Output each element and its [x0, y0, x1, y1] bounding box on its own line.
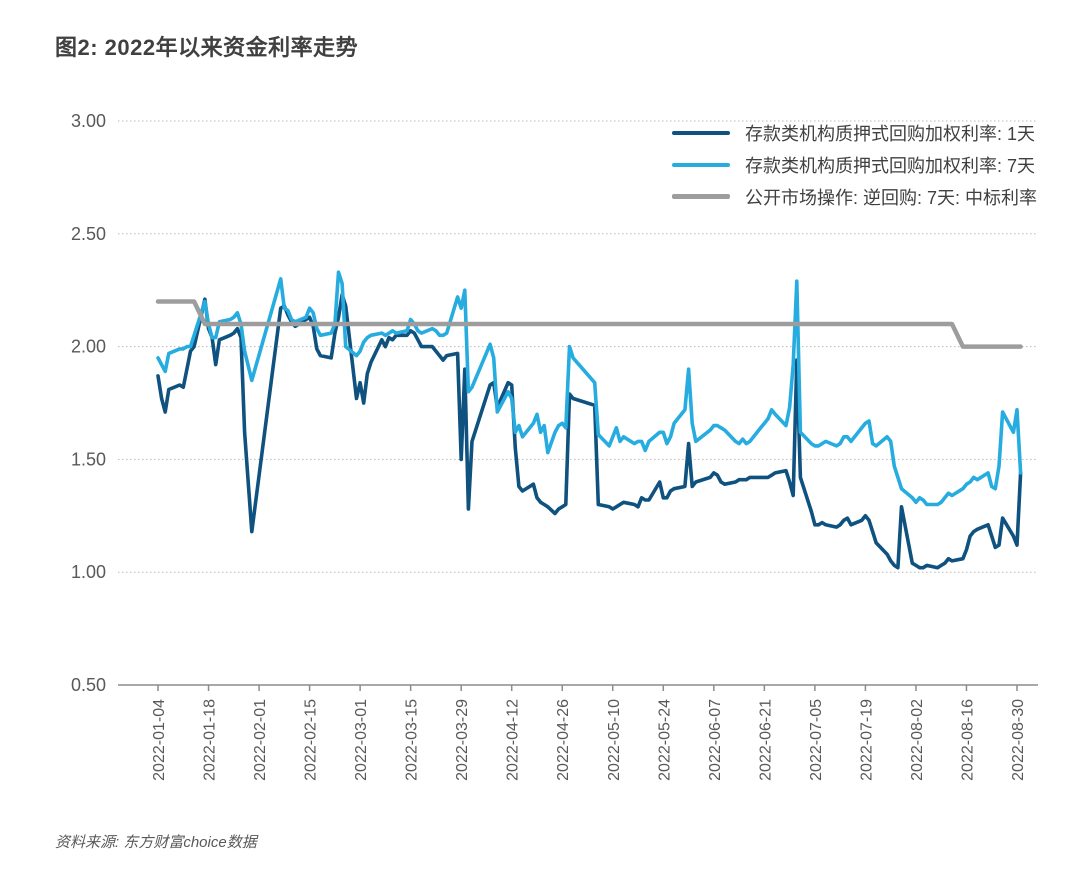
svg-text:2022-08-02: 2022-08-02 [909, 699, 926, 781]
svg-text:2.50: 2.50 [71, 224, 106, 244]
legend-item-omo: 公开市场操作: 逆回购: 7天: 中标利率 [672, 186, 1038, 208]
svg-text:2022-06-07: 2022-06-07 [707, 699, 724, 781]
svg-text:3.00: 3.00 [71, 111, 106, 131]
legend-line-swatch-dr007-icon [672, 162, 730, 167]
svg-text:2022-04-26: 2022-04-26 [555, 699, 572, 781]
legend-item-dr007: 存款类机构质押式回购加权利率: 7天 [672, 154, 1037, 176]
svg-text:2022-08-16: 2022-08-16 [959, 699, 976, 781]
page-title: 图2: 2022年以来资金利率走势 [55, 35, 359, 60]
svg-text:2022-02-01: 2022-02-01 [252, 699, 269, 781]
svg-text:2022-07-19: 2022-07-19 [858, 699, 875, 781]
svg-text:2.00: 2.00 [71, 337, 106, 357]
legend-line-swatch-omo-icon [672, 194, 730, 199]
source-note: 资料来源: 东方财富choice数据 [55, 834, 257, 851]
svg-text:2022-07-05: 2022-07-05 [808, 699, 825, 781]
svg-text:2022-05-24: 2022-05-24 [656, 699, 673, 781]
svg-text:2022-03-15: 2022-03-15 [404, 699, 421, 781]
svg-text:0.50: 0.50 [71, 675, 106, 695]
svg-text:2022-01-18: 2022-01-18 [202, 699, 219, 781]
svg-text:2022-03-29: 2022-03-29 [454, 699, 471, 781]
legend-item-dr001: 存款类机构质押式回购加权利率: 1天 [672, 122, 1037, 144]
svg-text:2022-06-21: 2022-06-21 [757, 699, 774, 781]
svg-text:2022-02-15: 2022-02-15 [303, 699, 320, 781]
svg-text:2022-03-01: 2022-03-01 [353, 699, 370, 781]
legend-label-dr007: 存款类机构质押式回购加权利率: 7天 [745, 155, 1036, 176]
legend-label-omo: 公开市场操作: 逆回购: 7天: 中标利率 [745, 187, 1038, 208]
svg-text:2022-01-04: 2022-01-04 [151, 699, 168, 781]
svg-text:2022-05-10: 2022-05-10 [606, 699, 623, 781]
svg-text:1.50: 1.50 [71, 449, 106, 469]
chart-legend: 存款类机构质押式回购加权利率: 1天 存款类机构质押式回购加权利率: 7天 公开… [672, 122, 1038, 208]
svg-text:1.00: 1.00 [71, 562, 106, 582]
legend-line-swatch-dr001-icon [672, 130, 730, 135]
svg-text:2022-04-12: 2022-04-12 [505, 699, 522, 781]
legend-label-dr001: 存款类机构质押式回购加权利率: 1天 [745, 123, 1036, 144]
svg-text:2022-08-30: 2022-08-30 [1010, 699, 1027, 781]
